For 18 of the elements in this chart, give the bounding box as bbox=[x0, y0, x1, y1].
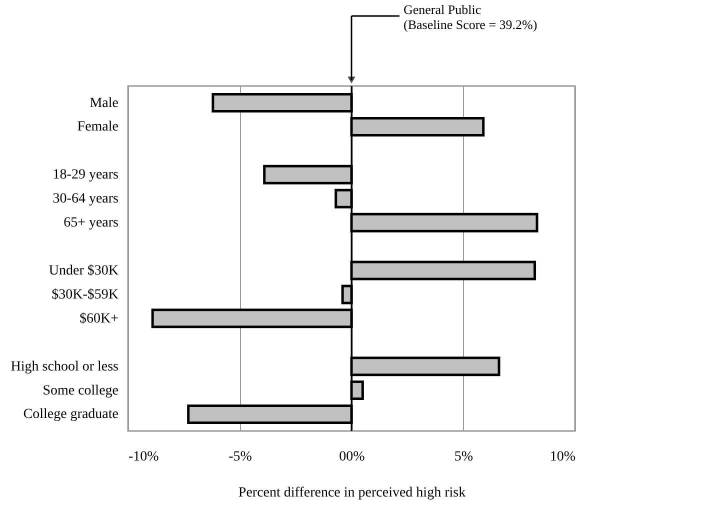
y-tick-label: $60K+ bbox=[79, 311, 119, 326]
x-tick-label: 10% bbox=[550, 450, 576, 464]
x-axis-title: Percent difference in perceived high risk bbox=[238, 486, 466, 500]
y-tick-label: High school or less bbox=[10, 359, 118, 374]
y-tick-label: 18-29 years bbox=[52, 168, 118, 183]
y-tick-label: $30K-$59K bbox=[52, 287, 118, 302]
y-tick-label: College graduate bbox=[23, 407, 118, 422]
y-tick-label: 30-64 years bbox=[52, 192, 118, 207]
y-tick-label: Male bbox=[90, 96, 118, 111]
x-tick-label: 00% bbox=[339, 450, 366, 464]
y-tick-label: Female bbox=[77, 120, 118, 135]
y-tick-label: 65+ years bbox=[64, 216, 118, 231]
x-tick-label: -5% bbox=[228, 450, 252, 464]
y-tick-label: Under $30K bbox=[48, 263, 118, 278]
x-tick-label: 5% bbox=[454, 450, 474, 464]
y-tick-label: Some college bbox=[42, 383, 118, 398]
x-tick-label: -10% bbox=[128, 450, 160, 464]
text: General Public (Baseline Score = 39.2%) bbox=[404, 2, 538, 32]
